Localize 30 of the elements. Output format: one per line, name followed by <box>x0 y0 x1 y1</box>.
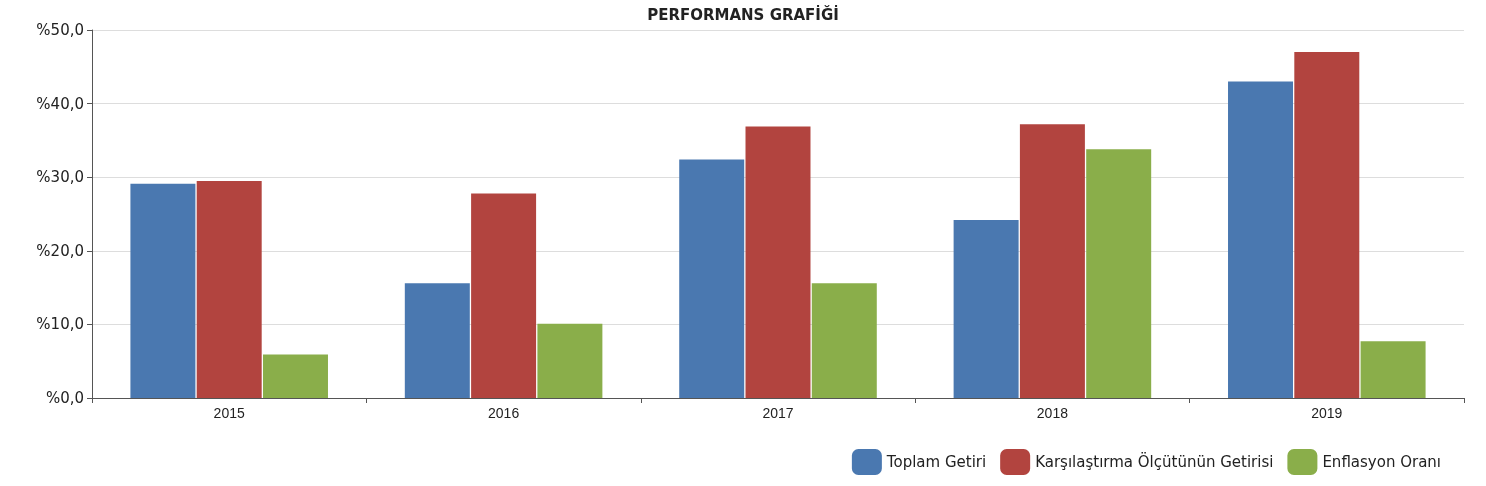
bar <box>537 323 603 398</box>
x-tick-label: 2018 <box>1036 405 1069 421</box>
bar <box>953 219 1019 398</box>
bar <box>262 354 328 398</box>
bar <box>130 183 196 398</box>
y-tick-label: %0,0 <box>45 389 84 407</box>
bar <box>1294 52 1360 398</box>
bar <box>679 159 745 398</box>
x-tick-label: 2015 <box>213 405 245 421</box>
y-tick-label: %20,0 <box>36 241 84 260</box>
bar <box>1086 149 1152 398</box>
chart-title: PERFORMANS GRAFİĞİ <box>647 4 839 24</box>
bar <box>471 193 537 398</box>
y-tick-label: %30,0 <box>36 168 84 187</box>
legend-label: Enflasyon Oranı <box>1322 453 1441 471</box>
x-tick-label: 2017 <box>762 405 794 421</box>
bar <box>196 180 262 398</box>
y-tick-label: %50,0 <box>36 21 84 39</box>
bar <box>745 126 811 398</box>
y-tick-label: %10,0 <box>36 315 84 334</box>
x-tick-label: 2016 <box>488 405 520 421</box>
bar <box>1019 124 1085 398</box>
bar <box>1228 81 1294 398</box>
y-tick-label: %40,0 <box>36 94 84 113</box>
legend-label: Karşılaştırma Ölçütünün Getirisi <box>1035 452 1274 471</box>
x-tick-label: 2019 <box>1311 405 1343 421</box>
bar <box>1360 341 1426 398</box>
bar <box>811 283 877 398</box>
bar <box>404 283 470 398</box>
legend-label: Toplam Getiri <box>885 453 987 471</box>
